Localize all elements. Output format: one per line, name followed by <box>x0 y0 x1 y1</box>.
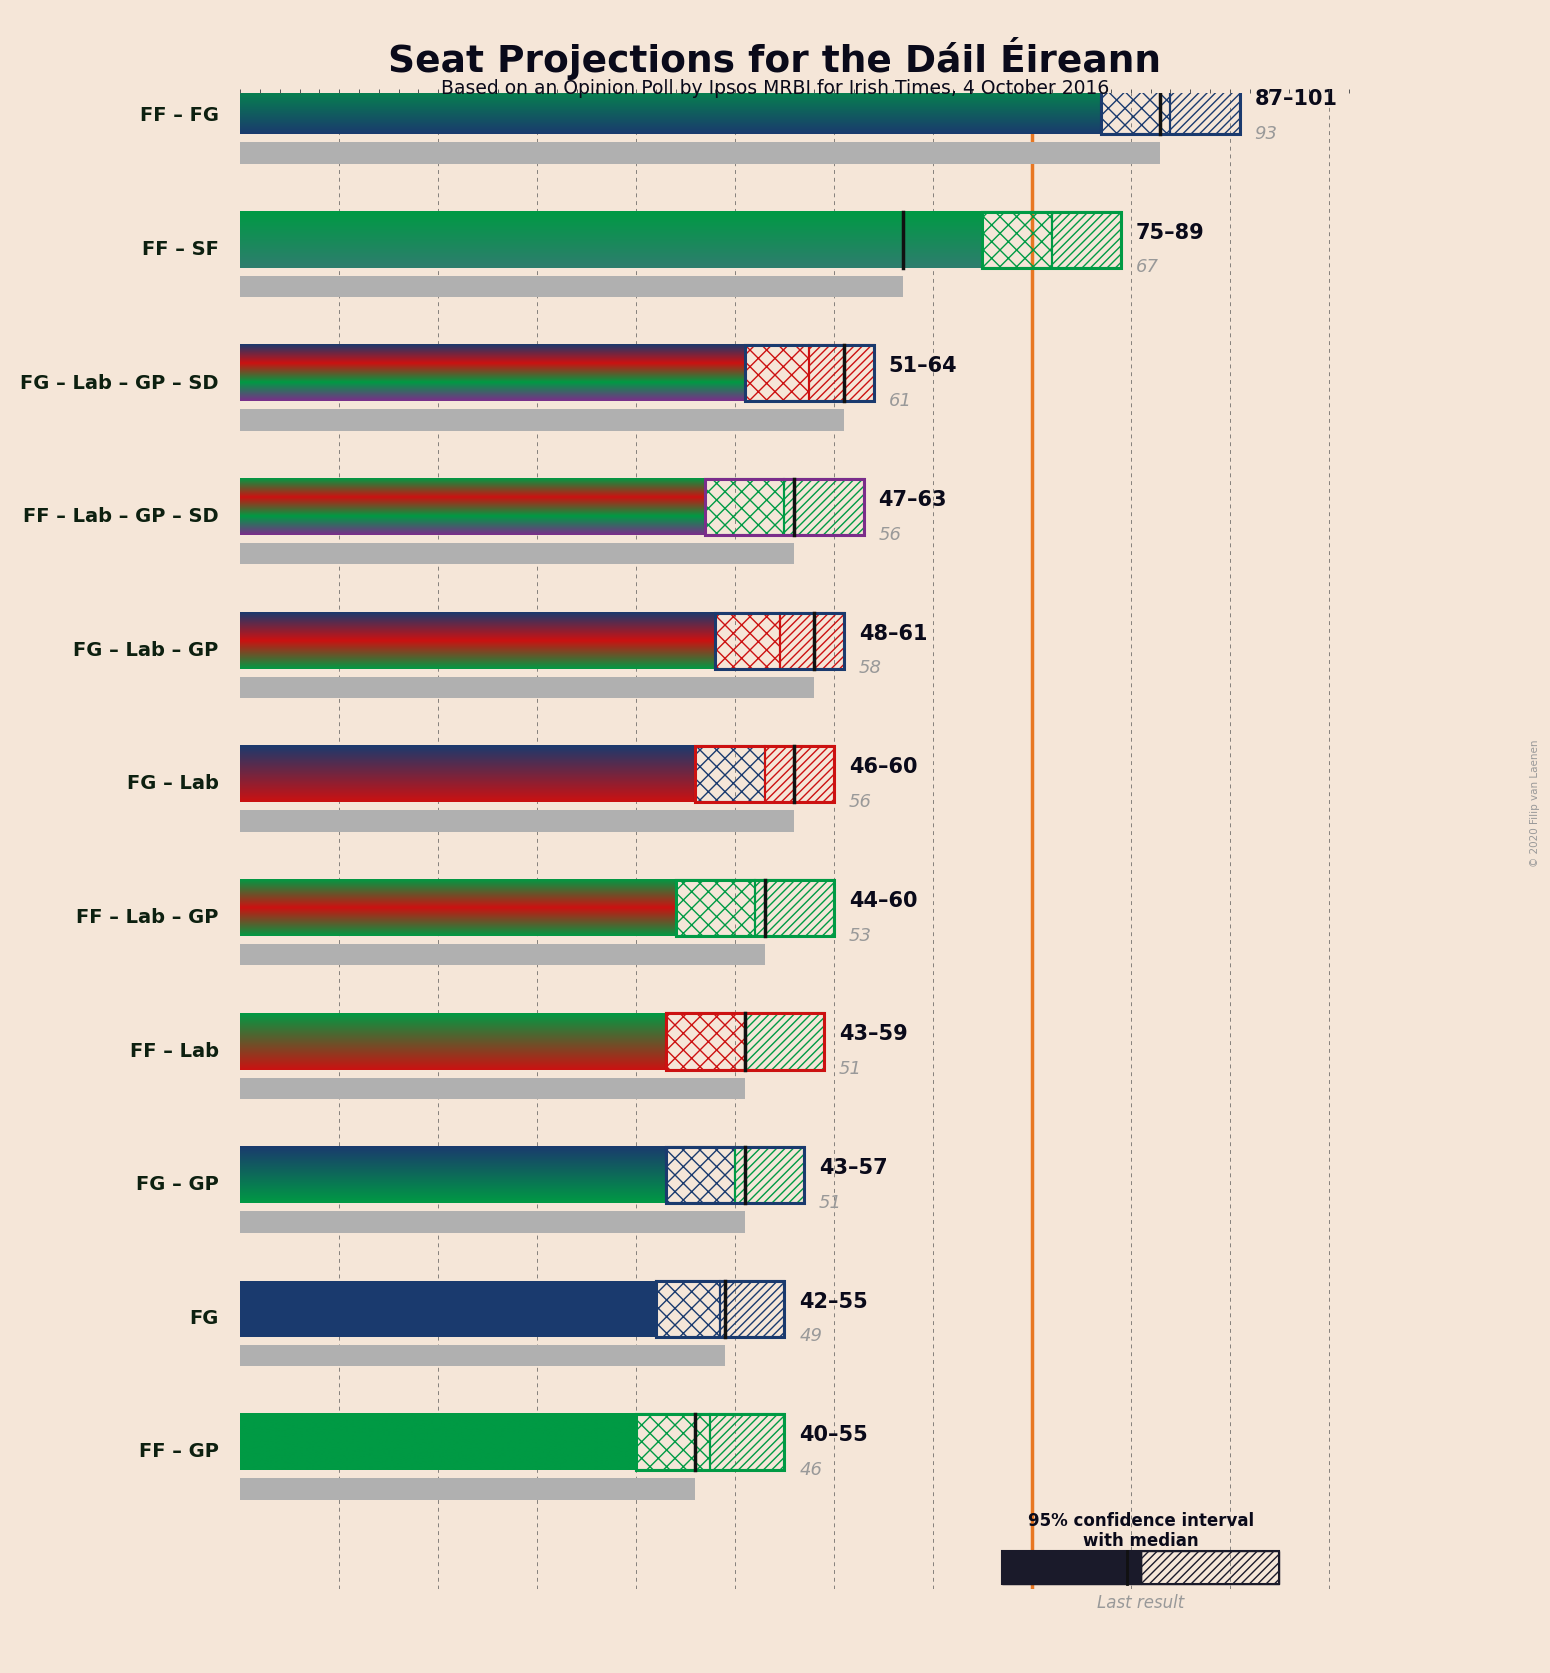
Text: 75–89: 75–89 <box>1136 223 1204 243</box>
Text: 61: 61 <box>888 391 911 410</box>
Bar <box>784 480 863 535</box>
Bar <box>715 614 780 669</box>
Text: 43–59: 43–59 <box>839 1024 908 1044</box>
Text: 56: 56 <box>879 525 902 544</box>
Text: 53: 53 <box>849 925 871 944</box>
Bar <box>746 1014 825 1069</box>
Bar <box>705 480 863 535</box>
Text: with median: with median <box>1083 1531 1198 1549</box>
Bar <box>676 880 755 937</box>
Bar <box>240 1077 746 1099</box>
Text: 87–101: 87–101 <box>1254 89 1338 109</box>
Bar <box>1051 212 1121 269</box>
Bar <box>240 1345 725 1367</box>
Text: Based on an Opinion Poll by Ipsos MRBI for Irish Times, 4 October 2016: Based on an Opinion Poll by Ipsos MRBI f… <box>440 79 1110 97</box>
Text: 43–57: 43–57 <box>818 1158 888 1178</box>
Bar <box>696 746 834 803</box>
Bar <box>1003 1551 1279 1584</box>
Bar <box>240 544 794 565</box>
Text: 44–60: 44–60 <box>849 890 918 910</box>
Bar <box>240 811 794 831</box>
Bar <box>656 1282 721 1337</box>
Bar <box>666 1014 825 1069</box>
Bar <box>746 346 809 402</box>
Text: Last result: Last result <box>1097 1593 1184 1611</box>
Bar <box>240 410 843 432</box>
Text: 40–55: 40–55 <box>800 1424 868 1444</box>
Bar <box>721 1282 784 1337</box>
Bar <box>1003 1551 1141 1584</box>
Bar <box>240 276 904 298</box>
Bar <box>755 880 834 937</box>
Text: © 2020 Filip van Laenen: © 2020 Filip van Laenen <box>1530 739 1539 867</box>
Bar <box>666 1148 735 1203</box>
Bar <box>636 1414 710 1471</box>
Bar <box>1141 1551 1279 1584</box>
Text: 46–60: 46–60 <box>849 756 918 776</box>
Bar <box>696 746 764 803</box>
Text: 47–63: 47–63 <box>879 490 947 510</box>
Bar <box>1170 79 1240 136</box>
Text: 49: 49 <box>800 1327 823 1345</box>
Bar <box>746 346 874 402</box>
Bar <box>240 1211 746 1233</box>
Bar <box>1100 79 1240 136</box>
Bar <box>240 144 1161 164</box>
Bar <box>735 1148 804 1203</box>
Text: 48–61: 48–61 <box>859 624 927 642</box>
Bar <box>240 678 814 699</box>
Bar <box>780 614 843 669</box>
Text: 95% confidence interval: 95% confidence interval <box>1028 1511 1254 1529</box>
Bar <box>666 1148 804 1203</box>
Bar <box>240 1282 656 1337</box>
Bar <box>809 346 874 402</box>
Bar <box>656 1282 784 1337</box>
Text: 51–64: 51–64 <box>888 356 956 376</box>
Bar <box>983 212 1121 269</box>
Text: Seat Projections for the Dáil Éireann: Seat Projections for the Dáil Éireann <box>389 37 1161 80</box>
Bar <box>240 944 764 965</box>
Bar <box>705 480 784 535</box>
Bar <box>240 1479 696 1501</box>
Bar <box>636 1414 784 1471</box>
Bar <box>983 212 1051 269</box>
Bar <box>710 1414 784 1471</box>
Bar <box>1100 79 1170 136</box>
Text: 46: 46 <box>800 1461 823 1479</box>
Text: 51: 51 <box>839 1059 862 1077</box>
Bar <box>676 880 834 937</box>
Text: 42–55: 42–55 <box>800 1292 868 1312</box>
Bar <box>715 614 843 669</box>
Bar <box>666 1014 746 1069</box>
Text: 93: 93 <box>1254 125 1277 142</box>
Text: 67: 67 <box>1136 258 1159 276</box>
Text: 58: 58 <box>859 659 882 678</box>
Text: 56: 56 <box>849 793 871 810</box>
Text: 51: 51 <box>818 1193 842 1211</box>
Bar <box>764 746 834 803</box>
